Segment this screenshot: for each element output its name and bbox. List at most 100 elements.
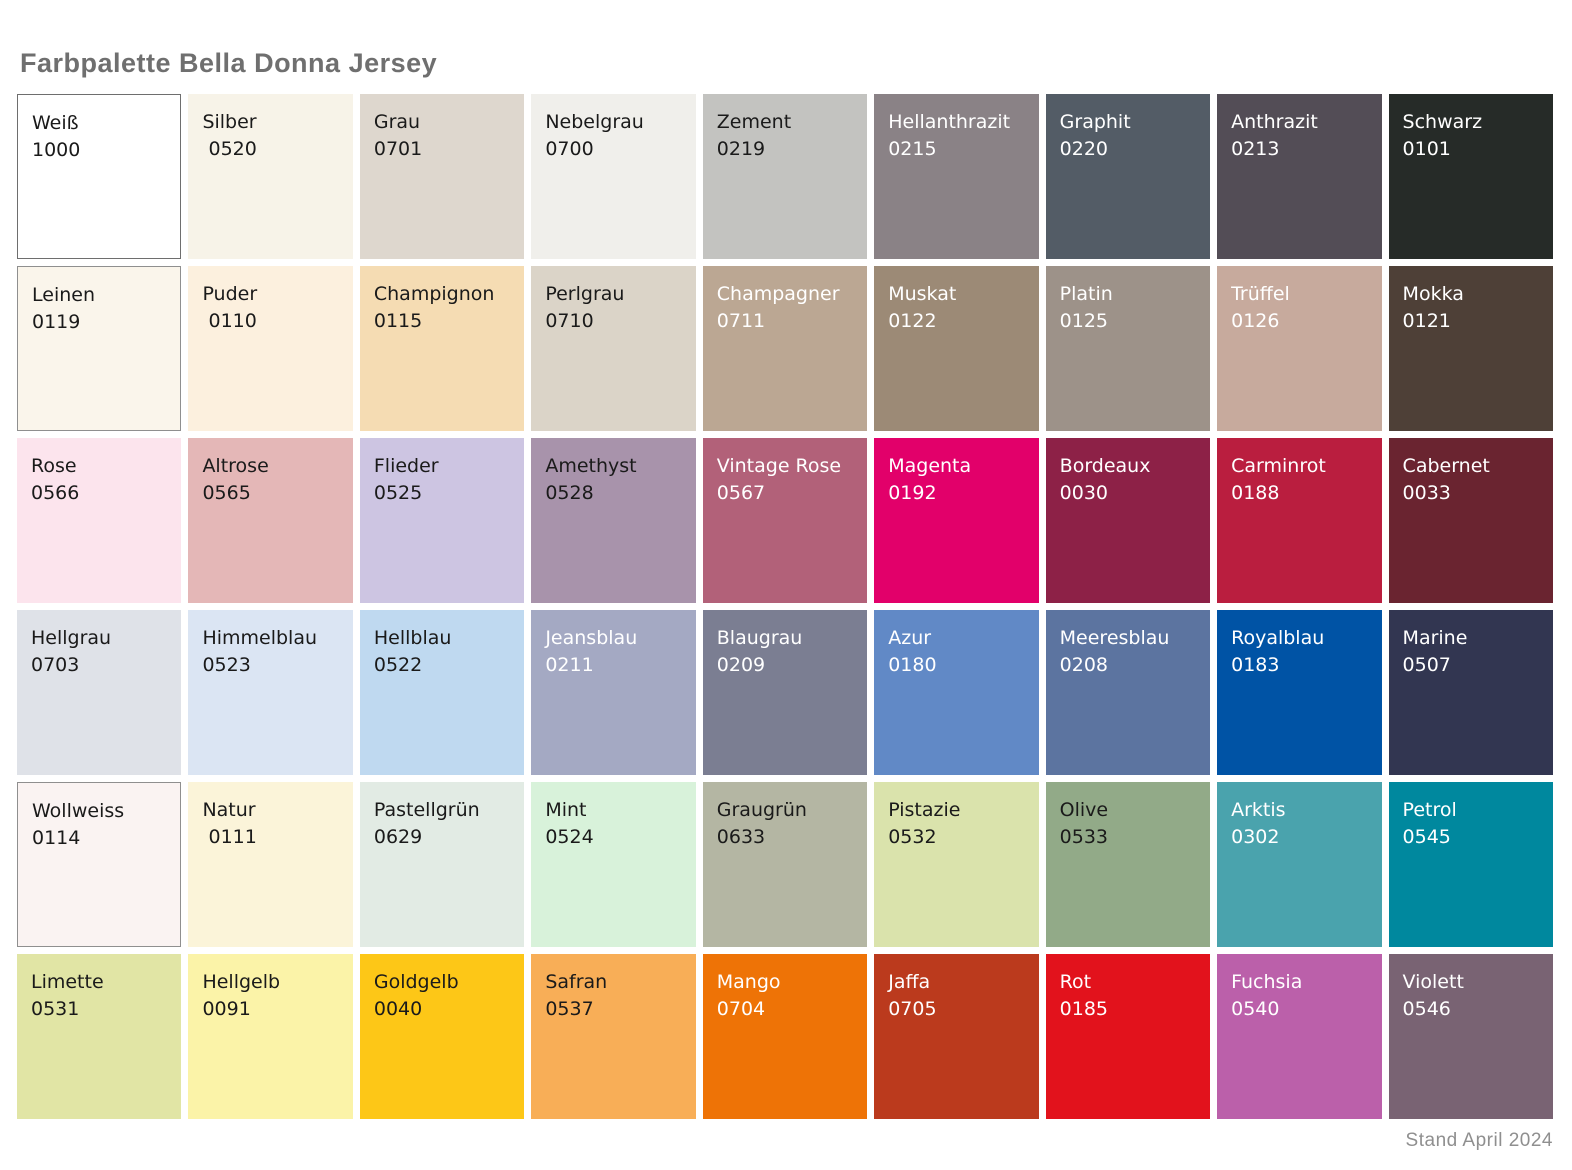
swatch-0522: Hellblau 0522 — [359, 610, 525, 775]
swatch-code: 0567 — [716, 482, 766, 504]
swatch-code: 0030 — [1059, 482, 1109, 504]
swatch-1000: Weiß 1000 — [17, 94, 182, 259]
swatch-code: 0528 — [545, 482, 594, 504]
swatch-name: Pistazie — [888, 799, 961, 821]
swatch-0566: Rose 0566 — [17, 438, 182, 603]
swatch-name: Jeansblau — [545, 627, 638, 649]
swatch-name: Anthrazit — [1231, 111, 1318, 133]
swatch-0507: Marine 0507 — [1388, 610, 1553, 775]
swatch-name: Azur — [888, 627, 932, 649]
swatch-code: 0701 — [373, 138, 423, 160]
swatch-name: Hellgelb — [202, 971, 281, 993]
swatch-0711: Champagner 0711 — [702, 266, 868, 431]
swatch-name: Safran — [545, 971, 608, 993]
swatch-name: Jaffa — [888, 971, 931, 993]
swatch-0215: Hellanthrazit 0215 — [874, 94, 1039, 259]
swatch-name: Platin — [1059, 283, 1113, 305]
swatch-code: 0711 — [716, 310, 766, 332]
swatch-code: 0532 — [888, 826, 937, 848]
swatch-0532: Pistazie 0532 — [874, 782, 1039, 947]
swatch-code: 0033 — [1402, 482, 1451, 504]
swatch-name: Bordeaux — [1059, 455, 1151, 477]
swatch-name: Petrol — [1402, 799, 1457, 821]
swatch-code: 0700 — [545, 138, 594, 160]
swatch-0525: Flieder 0525 — [359, 438, 525, 603]
swatch-0091: Hellgelb 0091 — [188, 954, 353, 1119]
swatch-0126: Trüffel 0126 — [1217, 266, 1382, 431]
swatch-name: Hellanthrazit — [888, 111, 1011, 133]
swatch-0703: Hellgrau 0703 — [17, 610, 182, 775]
swatch-0705: Jaffa 0705 — [874, 954, 1039, 1119]
swatch-0546: Violett 0546 — [1388, 954, 1553, 1119]
swatch-0208: Meeresblau 0208 — [1045, 610, 1211, 775]
swatch-code: 1000 — [32, 139, 81, 161]
swatch-0523: Himmelblau 0523 — [188, 610, 353, 775]
swatch-name: Arktis — [1231, 799, 1286, 821]
swatch-code: 0209 — [716, 654, 766, 676]
swatch-0209: Blaugrau 0209 — [702, 610, 868, 775]
swatch-0531: Limette 0531 — [17, 954, 182, 1119]
swatch-name: Meeresblau — [1059, 627, 1170, 649]
swatch-name: Schwarz — [1402, 111, 1483, 133]
swatch-name: Nebelgrau — [545, 111, 644, 133]
swatch-0122: Muskat 0122 — [874, 266, 1039, 431]
swatch-code: 0126 — [1231, 310, 1280, 332]
swatch-code: 0531 — [31, 998, 80, 1020]
swatch-0114: Wollweiss 0114 — [17, 782, 182, 947]
swatch-name: Goldgelb — [373, 971, 459, 993]
swatch-name: Altrose — [202, 455, 269, 477]
swatch-code: 0183 — [1231, 654, 1280, 676]
swatch-0121: Mokka 0121 — [1388, 266, 1553, 431]
swatch-code: 0115 — [373, 310, 423, 332]
swatch-code: 0219 — [716, 138, 766, 160]
swatch-code: 0537 — [545, 998, 594, 1020]
swatch-0115: Champignon 0115 — [359, 266, 525, 431]
swatch-0033: Cabernet 0033 — [1388, 438, 1553, 603]
swatch-0188: Carminrot 0188 — [1217, 438, 1382, 603]
swatch-code: 0215 — [888, 138, 937, 160]
swatch-code: 0185 — [1059, 998, 1109, 1020]
swatch-code: 0211 — [545, 654, 594, 676]
swatch-0540: Fuchsia 0540 — [1217, 954, 1382, 1119]
swatch-code: 0091 — [202, 998, 251, 1020]
swatch-code: 0507 — [1402, 654, 1451, 676]
swatch-0528: Amethyst 0528 — [531, 438, 696, 603]
swatch-0565: Altrose 0565 — [188, 438, 353, 603]
swatch-name: Magenta — [888, 455, 972, 477]
swatch-code: 0040 — [373, 998, 423, 1020]
swatch-name: Royalblau — [1231, 627, 1325, 649]
swatch-0125: Platin 0125 — [1045, 266, 1211, 431]
swatch-0101: Schwarz 0101 — [1388, 94, 1553, 259]
swatch-0545: Petrol 0545 — [1388, 782, 1553, 947]
swatch-name: Fuchsia — [1231, 971, 1303, 993]
swatch-name: Limette — [31, 971, 104, 993]
swatch-name: Perlgrau — [545, 283, 625, 305]
swatch-code: 0545 — [1402, 826, 1451, 848]
swatch-code: 0180 — [888, 654, 937, 676]
swatch-name: Wollweiss — [32, 800, 125, 822]
swatch-0180: Azur 0180 — [874, 610, 1039, 775]
swatch-code: 0520 — [202, 138, 257, 160]
swatch-code: 0220 — [1059, 138, 1109, 160]
swatch-0537: Safran 0537 — [531, 954, 696, 1119]
swatch-name: Flieder — [373, 455, 439, 477]
swatch-0220: Graphit 0220 — [1045, 94, 1211, 259]
swatch-code: 0633 — [716, 826, 766, 848]
swatch-name: Mokka — [1402, 283, 1464, 305]
swatch-name: Champagner — [716, 283, 840, 305]
swatch-code: 0566 — [31, 482, 80, 504]
swatch-name: Himmelblau — [202, 627, 318, 649]
swatch-name: Carminrot — [1231, 455, 1326, 477]
swatch-name: Silber — [202, 111, 257, 133]
swatch-code: 0540 — [1231, 998, 1280, 1020]
swatch-0533: Olive 0533 — [1045, 782, 1211, 947]
swatch-0629: Pastellgrün 0629 — [359, 782, 525, 947]
swatch-0213: Anthrazit 0213 — [1217, 94, 1382, 259]
swatch-name: Vintage Rose — [716, 455, 842, 477]
swatch-name: Amethyst — [545, 455, 637, 477]
swatch-0185: Rot 0185 — [1045, 954, 1211, 1119]
swatch-name: Leinen — [32, 284, 95, 306]
swatch-0111: Natur 0111 — [188, 782, 353, 947]
swatch-code: 0546 — [1402, 998, 1451, 1020]
swatch-code: 0111 — [202, 826, 257, 848]
